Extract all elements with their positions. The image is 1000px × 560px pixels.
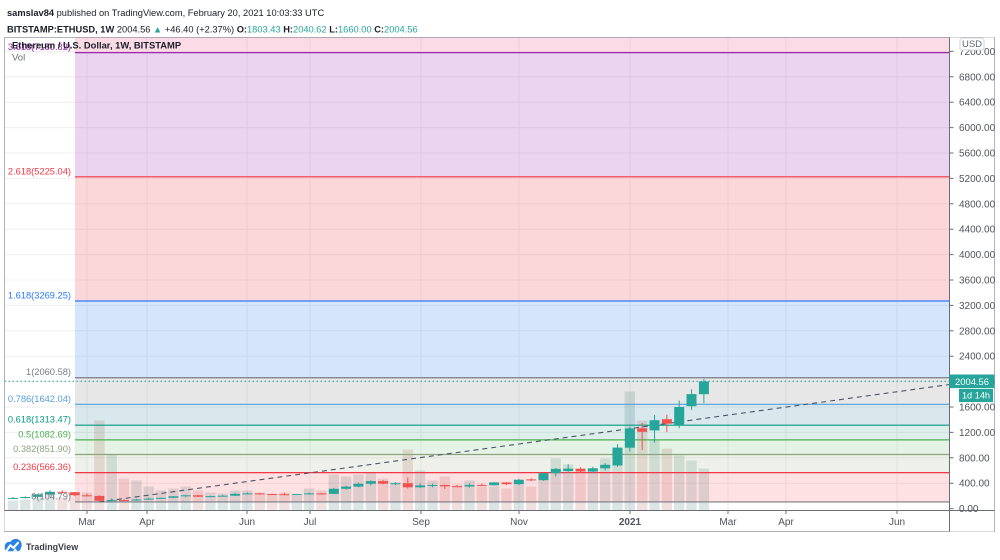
svg-text:USD: USD <box>962 39 982 50</box>
svg-text:Jun: Jun <box>239 517 255 528</box>
svg-text:1600.00: 1600.00 <box>959 403 996 414</box>
svg-text:2400.00: 2400.00 <box>959 352 996 363</box>
svg-text:Mar: Mar <box>719 517 737 528</box>
svg-text:Apr: Apr <box>139 517 155 528</box>
svg-text:Sep: Sep <box>412 517 430 528</box>
svg-text:800.00: 800.00 <box>959 453 990 464</box>
svg-text:1200.00: 1200.00 <box>959 428 996 439</box>
svg-text:3.618(7180.82): 3.618(7180.82) <box>8 42 71 52</box>
svg-text:0.382(851.90): 0.382(851.90) <box>13 444 71 454</box>
svg-text:Mar: Mar <box>78 517 96 528</box>
svg-text:5600.00: 5600.00 <box>959 149 996 160</box>
svg-text:BITSTAMP:ETHUSD, 1W 2004.56 ▲: BITSTAMP:ETHUSD, 1W 2004.56 ▲ +46.40 (+2… <box>7 25 418 35</box>
svg-text:2004.56: 2004.56 <box>955 376 989 387</box>
svg-text:Apr: Apr <box>778 517 794 528</box>
svg-text:Jul: Jul <box>304 517 317 528</box>
svg-text:4400.00: 4400.00 <box>959 225 996 236</box>
svg-text:7200.00: 7200.00 <box>959 47 996 58</box>
svg-text:4800.00: 4800.00 <box>959 199 996 210</box>
svg-text:6800.00: 6800.00 <box>959 72 996 83</box>
svg-text:3600.00: 3600.00 <box>959 276 996 287</box>
svg-text:Jun: Jun <box>889 517 905 528</box>
svg-text:0(104.79): 0(104.79) <box>31 491 71 501</box>
svg-text:2800.00: 2800.00 <box>959 326 996 337</box>
svg-text:1d 14h: 1d 14h <box>962 391 990 401</box>
svg-text:6400.00: 6400.00 <box>959 98 996 109</box>
svg-text:6000.00: 6000.00 <box>959 123 996 134</box>
svg-text:Nov: Nov <box>510 517 528 528</box>
svg-text:samslav84 published on Trading: samslav84 published on TradingView.com, … <box>7 8 324 18</box>
svg-text:Vol: Vol <box>12 53 25 64</box>
svg-text:Ethereum / U.S. Dollar, 1W, BI: Ethereum / U.S. Dollar, 1W, BITSTAMP <box>12 40 181 51</box>
svg-text:2021: 2021 <box>619 517 642 528</box>
svg-text:1.618(3269.25): 1.618(3269.25) <box>8 291 71 301</box>
svg-text:4000.00: 4000.00 <box>959 250 996 261</box>
svg-text:5200.00: 5200.00 <box>959 174 996 185</box>
svg-text:TradingView: TradingView <box>26 542 78 552</box>
svg-text:2.618(5225.04): 2.618(5225.04) <box>8 166 71 176</box>
svg-text:0.618(1313.47): 0.618(1313.47) <box>8 415 71 425</box>
svg-text:0.00: 0.00 <box>959 504 979 515</box>
svg-text:0.5(1082.69): 0.5(1082.69) <box>18 429 71 439</box>
svg-text:3200.00: 3200.00 <box>959 301 996 312</box>
svg-text:0.236(566.36): 0.236(566.36) <box>13 462 71 472</box>
svg-text:400.00: 400.00 <box>959 479 990 490</box>
svg-text:1(2060.58): 1(2060.58) <box>26 367 71 377</box>
svg-text:0.786(1642.04): 0.786(1642.04) <box>8 394 71 404</box>
